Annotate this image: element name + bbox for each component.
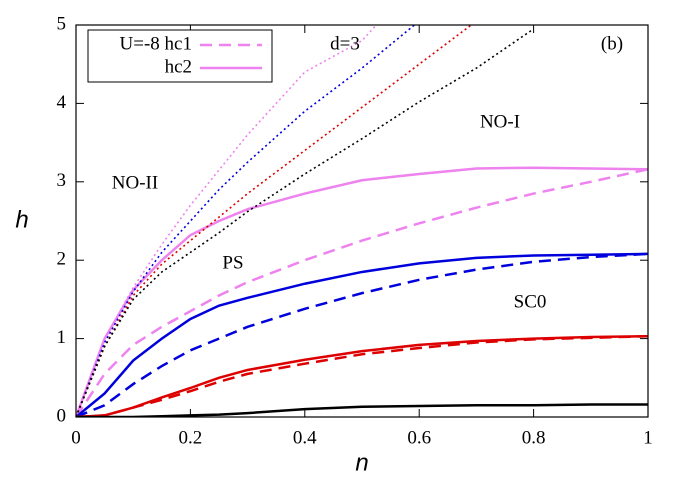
annotation: NO-I	[480, 111, 520, 132]
plot-frame	[75, 24, 649, 418]
x-tick-label: 1	[643, 427, 653, 448]
annotation: d=3	[330, 33, 360, 54]
series-line	[76, 252, 648, 417]
series-line	[76, 25, 378, 417]
legend-label: hc2	[165, 56, 192, 77]
annotation: PS	[222, 252, 243, 273]
y-tick-label: 3	[57, 170, 67, 191]
series-line	[76, 28, 535, 417]
plot-area	[76, 25, 648, 417]
annotation: SC0	[514, 291, 547, 312]
series-line	[76, 403, 648, 417]
legend-label: U=-8 hc1	[120, 33, 192, 54]
series-line	[76, 25, 473, 417]
y-tick-label: 1	[57, 327, 67, 348]
legend-box	[87, 29, 273, 83]
y-tick-label: 2	[57, 249, 67, 270]
x-tick-label: 0.4	[293, 427, 317, 448]
series-line	[76, 168, 648, 417]
x-axis-label: n	[355, 449, 368, 476]
y-tick-label: 5	[57, 13, 67, 34]
annotation: (b)	[601, 33, 623, 54]
x-tick-label: 0.6	[407, 427, 431, 448]
series-line	[76, 334, 648, 417]
x-tick-label: 0	[71, 427, 81, 448]
y-tick-label: 0	[57, 405, 67, 426]
series-line	[76, 252, 648, 417]
y-axis-label: h	[15, 206, 28, 233]
y-tick-label: 4	[57, 92, 67, 113]
series-line	[76, 25, 416, 417]
x-tick-label: 0.2	[179, 427, 203, 448]
annotation: NO-II	[112, 172, 158, 193]
x-tick-label: 0.8	[522, 427, 546, 448]
